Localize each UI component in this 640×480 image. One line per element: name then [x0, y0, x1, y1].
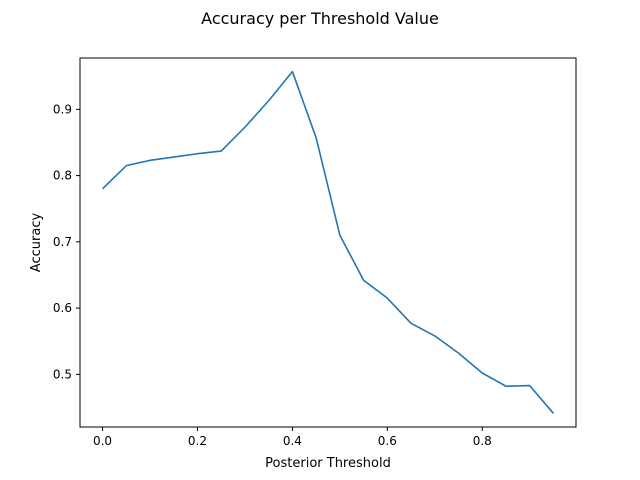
- chart-title: Accuracy per Threshold Value: [201, 9, 439, 28]
- y-axis-label: Accuracy: [29, 213, 44, 273]
- y-tick-label: 0.9: [53, 102, 72, 116]
- accuracy-series-line: [101, 70, 555, 414]
- y-tick-label: 0.7: [53, 235, 72, 249]
- x-tick-label: 0.4: [283, 434, 302, 448]
- y-tick-label: 0.5: [53, 367, 72, 381]
- plot-area: [79, 57, 577, 428]
- x-tick-label: 0.0: [93, 434, 112, 448]
- y-tick-label: 0.8: [53, 169, 72, 183]
- x-tick-label: 0.8: [473, 434, 492, 448]
- x-axis-label: Posterior Threshold: [265, 456, 391, 471]
- y-tick-label: 0.6: [53, 301, 72, 315]
- x-tick-label: 0.2: [188, 434, 207, 448]
- x-tick-label: 0.6: [378, 434, 397, 448]
